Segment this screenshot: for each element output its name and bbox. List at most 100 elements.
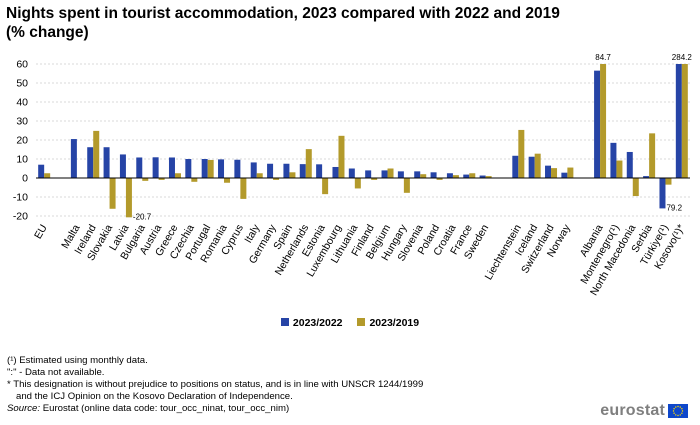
- bar-italy-2023-2022: [250, 162, 257, 178]
- bar-norway-2023-2019: [567, 167, 574, 178]
- bar-liechtenstein-2023-2022: [512, 155, 519, 178]
- bar-netherlands-2023-2019: [305, 149, 312, 178]
- bar-slovenia-2023-2022: [414, 171, 421, 178]
- bar-portugal-2023-2022: [201, 159, 208, 178]
- flag-star: [677, 405, 679, 408]
- bar-t-rkiye-2023-2019: [665, 178, 672, 185]
- flag-star: [681, 410, 684, 412]
- y-tick-label: -20: [13, 211, 28, 223]
- bar-ireland-2023-2022: [87, 147, 94, 178]
- bar-austria-2023-2022: [152, 157, 159, 178]
- bar-kosovo-2023-2019: [681, 64, 688, 178]
- bar-finland-2023-2022: [365, 170, 372, 178]
- bar-serbia-2023-2022: [643, 176, 650, 178]
- bar-montenegro-2023-2022: [610, 142, 617, 178]
- legend-label-2019: 2023/2019: [369, 317, 420, 329]
- data-label: 284.2: [672, 53, 693, 62]
- footnote-not-available: ":" - Data not available.: [7, 367, 105, 378]
- bar-belgium-2023-2019: [387, 168, 394, 178]
- bar-poland-2023-2019: [436, 178, 443, 180]
- bar-luxembourg-2023-2019: [338, 135, 345, 178]
- bar-finland-2023-2019: [371, 178, 378, 180]
- flag-star: [672, 410, 675, 412]
- bar-lithuania-2023-2022: [348, 168, 355, 178]
- bar-netherlands-2023-2022: [299, 164, 306, 178]
- bar-spain-2023-2019: [289, 172, 296, 178]
- bar-albania-2023-2022: [594, 70, 601, 178]
- bar-greece-2023-2022: [168, 157, 175, 178]
- bar-hungary-2023-2019: [403, 178, 410, 193]
- y-tick-label: 20: [16, 135, 28, 147]
- eurostat-logo: eurostat: [600, 402, 688, 420]
- legend-swatch-2019: [357, 318, 366, 326]
- bar-slovakia-2023-2022: [103, 147, 110, 178]
- eu-flag-icon: [668, 404, 688, 418]
- flag-star: [673, 412, 675, 414]
- eurostat-logo-text: eurostat: [600, 402, 665, 419]
- flag-star: [677, 414, 679, 417]
- y-tick-label: 30: [16, 116, 28, 128]
- bar-slovenia-2023-2019: [420, 174, 427, 178]
- chart-title: Nights spent in tourist accommodation, 2…: [6, 5, 560, 41]
- bar-cyprus-2023-2022: [234, 159, 241, 178]
- bar-eu-2023-2019: [44, 173, 51, 178]
- gridlines: [36, 63, 690, 217]
- bar-france-2023-2022: [463, 174, 470, 178]
- bar-montenegro-2023-2019: [616, 160, 623, 178]
- legend-item-2022: 2023/2022: [280, 317, 343, 329]
- footnote-estimated: (¹) Estimated using monthly data.: [7, 355, 148, 366]
- bar-albania-2023-2019: [600, 64, 607, 178]
- bar-czechia-2023-2022: [185, 159, 192, 178]
- bar-sweden-2023-2022: [479, 175, 486, 178]
- bar-cyprus-2023-2019: [240, 178, 247, 199]
- source-text: Eurostat (online data code: tour_occ_nin…: [42, 403, 290, 414]
- bar-ireland-2023-2019: [93, 130, 100, 178]
- bar-north-macedonia-2023-2019: [632, 178, 639, 197]
- footnote-kosovo-line1: * This designation is without prejudice …: [7, 379, 424, 390]
- flag-field: [668, 404, 688, 418]
- bar-luxembourg-2023-2022: [332, 166, 339, 178]
- bar-portugal-2023-2019: [207, 159, 214, 178]
- bar-estonia-2023-2019: [322, 178, 329, 195]
- footnote-kosovo-line2: and the ICJ Opinion on the Kosovo Declar…: [16, 391, 293, 402]
- bar-romania-2023-2022: [218, 159, 225, 178]
- bar-greece-2023-2019: [174, 173, 181, 178]
- legend-item-2019: 2023/2019: [357, 317, 419, 329]
- bar-liechtenstein-2023-2019: [518, 129, 525, 178]
- bar-estonia-2023-2022: [316, 164, 323, 178]
- bar-serbia-2023-2019: [649, 133, 656, 178]
- bar-switzerland-2023-2022: [545, 165, 552, 178]
- bar-bulgaria-2023-2019: [142, 178, 149, 181]
- bar-belgium-2023-2022: [381, 170, 388, 178]
- bar-iceland-2023-2019: [534, 153, 541, 178]
- bar-czechia-2023-2019: [191, 178, 198, 182]
- source-line: Source: Eurostat (online data code: tour…: [7, 403, 567, 415]
- bar-kosovo-2023-2022: [675, 64, 682, 178]
- data-label: -20.7: [133, 212, 152, 221]
- source-label: Source:: [7, 403, 41, 414]
- flag-star: [679, 414, 681, 416]
- y-tick-label: -10: [13, 192, 28, 204]
- legend: 2023/2022 2023/2019: [0, 317, 700, 329]
- legend-label-2022: 2023/2022: [292, 317, 343, 329]
- bar-iceland-2023-2022: [528, 156, 535, 178]
- bar-spain-2023-2022: [283, 163, 290, 178]
- bar-malta-2023-2022: [70, 139, 77, 178]
- y-tick-label: 0: [22, 173, 28, 185]
- flag-star: [675, 406, 677, 408]
- footnotes: (¹) Estimated using monthly data. ":" - …: [7, 355, 567, 415]
- bar-bulgaria-2023-2022: [136, 157, 143, 178]
- flag-star: [673, 408, 675, 410]
- bar-germany-2023-2022: [267, 163, 274, 178]
- y-tick-label: 60: [16, 59, 28, 71]
- bar-sweden-2023-2019: [485, 176, 492, 178]
- y-tick-label: 50: [16, 78, 28, 90]
- bar-croatia-2023-2019: [452, 175, 459, 178]
- bar-france-2023-2019: [469, 173, 476, 178]
- data-label: 84.7: [595, 53, 611, 62]
- bar-latvia-2023-2019: [125, 178, 132, 218]
- flag-star: [681, 408, 683, 410]
- bar-croatia-2023-2022: [446, 173, 453, 178]
- bar-austria-2023-2019: [158, 178, 165, 180]
